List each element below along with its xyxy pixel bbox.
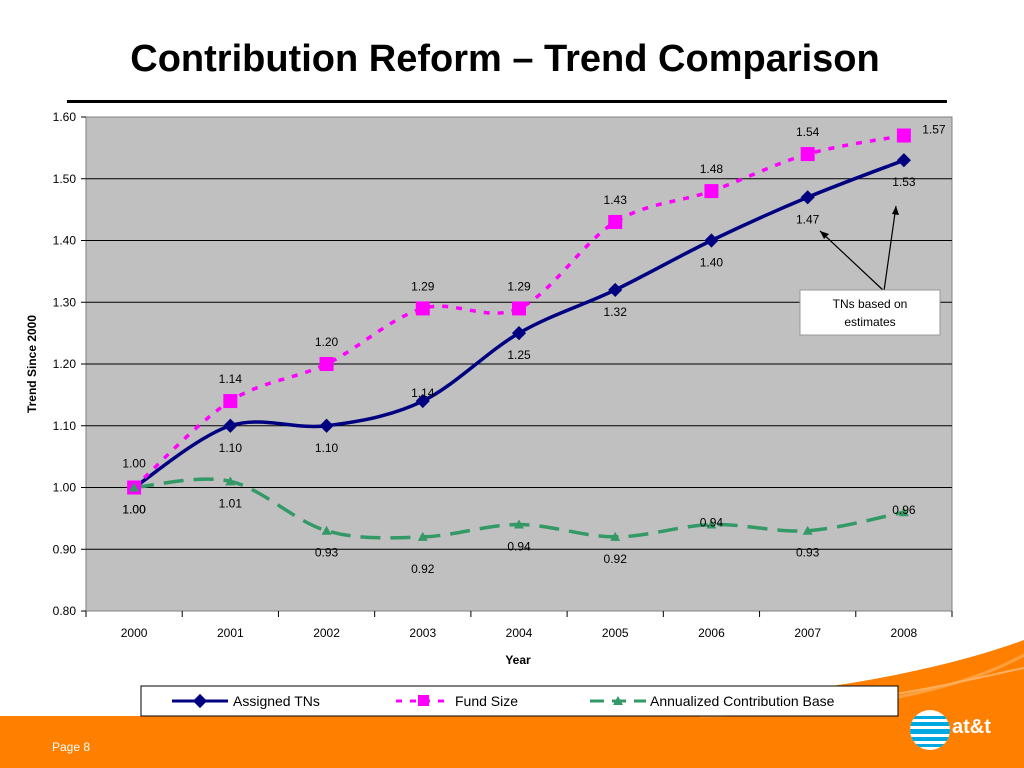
contribution-base-point — [321, 525, 332, 535]
annotation-arrow-2 — [883, 205, 897, 292]
data-label: 1.20 — [315, 335, 339, 349]
assigned-tns-point — [511, 326, 527, 341]
contribution-base-point — [706, 519, 717, 529]
y-tick-label: 1.30 — [53, 295, 77, 309]
y-tick-label: 1.20 — [53, 357, 77, 371]
x-tick-label: 2005 — [602, 626, 629, 640]
y-tick-labels: 0.80 0.90 1.00 1.10 1.20 1.30 1.40 1.50 1.60 — [53, 110, 77, 618]
assigned-tns-point — [800, 190, 815, 205]
y-tick-label: 0.90 — [53, 542, 77, 556]
fund-size-point — [896, 128, 911, 143]
data-label: 1.29 — [507, 279, 531, 293]
fund-size-point — [704, 184, 719, 199]
fund-size-point — [608, 214, 623, 229]
x-tick-labels: 2000 2001 2002 2003 2004 2005 2006 2007 2008 — [121, 626, 918, 640]
y-tick-label: 1.00 — [53, 481, 77, 495]
data-label: 1.48 — [700, 162, 724, 176]
data-label: 1.40 — [700, 256, 724, 270]
x-tick-label: 2000 — [121, 626, 148, 640]
legend: Assigned TNs Fund Size Annualized Contri… — [140, 685, 899, 717]
assigned-tns-point — [704, 233, 719, 248]
data-label: 1.57 — [922, 123, 946, 137]
title-divider — [67, 100, 947, 103]
x-tick-label: 2008 — [891, 626, 918, 640]
data-label: 0.94 — [700, 516, 724, 530]
data-label: 1.29 — [411, 279, 435, 293]
x-tick-label: 2007 — [794, 626, 821, 640]
y-tick-label: 1.40 — [53, 234, 77, 248]
assigned-tns-point — [223, 418, 238, 433]
x-tick-label: 2003 — [409, 626, 436, 640]
annotation-arrowhead-1 — [820, 231, 829, 239]
annotation-callout: TNs based on estimates — [799, 205, 941, 336]
y-tick-label: 0.80 — [53, 604, 77, 618]
y-tick-label: 1.50 — [53, 172, 77, 186]
x-tick-label: 2006 — [698, 626, 725, 640]
series-line-1 — [132, 133, 905, 489]
fund-size-point — [800, 147, 815, 162]
data-label: 1.10 — [219, 441, 243, 455]
annotation-box — [799, 289, 941, 336]
contribution-base-point — [225, 476, 236, 486]
x-tick-label: 2001 — [217, 626, 244, 640]
fund-size-point — [319, 357, 334, 371]
page-number: Page 8 — [52, 740, 91, 754]
legend-label-assigned: Assigned TNs — [233, 693, 320, 709]
data-label: 0.96 — [892, 503, 916, 517]
y-tick-label: 1.10 — [53, 419, 77, 433]
legend-marker-assigned — [192, 693, 208, 709]
annotation-arrow-1 — [819, 230, 885, 292]
contribution-base-point — [898, 507, 909, 517]
fund-size-point — [223, 394, 238, 409]
fund-size-point — [415, 301, 430, 316]
data-label: 1.25 — [507, 348, 531, 362]
contribution-base-point — [610, 531, 621, 541]
data-label: 1.00 — [122, 503, 146, 517]
legend-label-base: Annualized Contribution Base — [650, 693, 835, 709]
data-label: 1.14 — [411, 386, 435, 400]
contribution-base-point — [514, 519, 524, 529]
data-label: 1.00 — [122, 457, 146, 471]
contribution-base-point — [417, 531, 428, 541]
data-label: 1.47 — [796, 212, 820, 226]
assigned-tns-point — [319, 418, 334, 433]
data-label: 1.14 — [219, 372, 243, 386]
page-title: Contribution Reform – Trend Comparison — [130, 38, 880, 80]
annotation-line-1: TNs based on — [833, 297, 908, 311]
data-label: 1.53 — [892, 175, 916, 189]
assigned-tns-point — [896, 153, 911, 168]
y-axis-title: Trend Since 2000 — [25, 315, 39, 413]
contribution-base-point — [129, 482, 140, 492]
data-label: 0.92 — [411, 562, 435, 576]
data-label: 1.43 — [604, 193, 628, 207]
x-tick-label: 2002 — [313, 626, 340, 640]
annotation-arrowhead-2 — [892, 206, 899, 215]
legend-marker-base — [613, 696, 623, 705]
y-tick-label: 1.60 — [53, 110, 77, 124]
fund-size-point — [512, 301, 526, 316]
assigned-tns-point — [415, 393, 430, 409]
x-axis-title: Year — [505, 653, 531, 667]
data-label: 1.00 — [122, 503, 146, 517]
legend-marker-fund — [418, 695, 429, 706]
data-label: 1.54 — [796, 125, 820, 139]
data-label: 0.93 — [315, 546, 339, 560]
series-markers — [127, 128, 911, 541]
assigned-tns-point — [608, 282, 623, 297]
legend-label-fund: Fund Size — [455, 693, 518, 709]
data-label: 0.92 — [604, 552, 628, 566]
data-label: 0.93 — [796, 546, 820, 560]
contribution-base-point — [802, 525, 813, 535]
data-label: 1.10 — [315, 441, 339, 455]
att-wordmark: at&t — [952, 716, 991, 738]
data-labels: 1.00 1.10 1.10 1.14 1.25 1.32 1.40 1.47 1.53 1.00… — [122, 123, 945, 576]
x-tick-label: 2004 — [506, 626, 533, 640]
data-label: 1.01 — [219, 496, 243, 510]
legend-box — [140, 685, 899, 717]
att-globe-logo — [910, 710, 950, 750]
data-label: 0.94 — [507, 540, 531, 554]
annotation-line-2: estimates — [844, 315, 895, 329]
data-label: 1.32 — [604, 305, 628, 319]
